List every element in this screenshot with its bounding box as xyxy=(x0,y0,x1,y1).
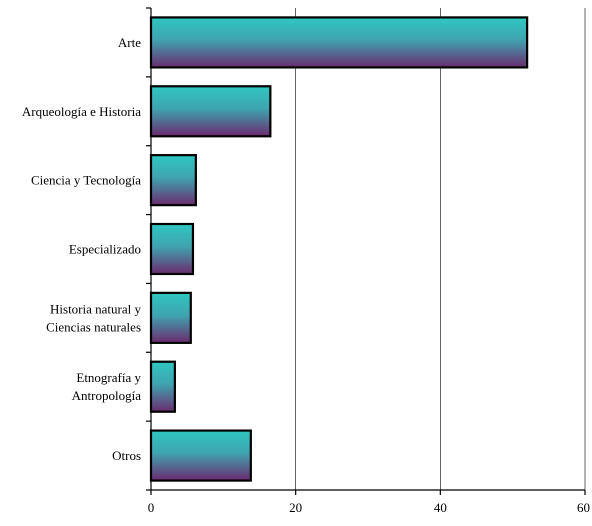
x-tick-label-2: 40 xyxy=(434,500,447,515)
x-tick-label-1: 20 xyxy=(289,500,302,515)
x-tick-label-0: 0 xyxy=(148,500,155,515)
bar-3 xyxy=(149,222,195,276)
category-label-4-0: Historia natural y xyxy=(50,301,141,316)
category-labels: Arte Arqueología e Historia Ciencia y Tecn… xyxy=(22,35,142,463)
category-label-2-0: Ciencia y Tecnología xyxy=(31,173,141,188)
category-label-1-0: Arqueología e Historia xyxy=(22,104,141,119)
bar-1 xyxy=(149,85,272,138)
x-tick-labels: 0 20 40 60 xyxy=(148,500,590,515)
bar-6 xyxy=(149,429,252,482)
x-tick-label-3: 60 xyxy=(577,500,590,515)
category-label-5-1: Antropología xyxy=(72,388,142,403)
category-label-4-1: Ciencias naturales xyxy=(46,319,141,334)
bar-2 xyxy=(149,154,197,207)
category-label-0-0: Arte xyxy=(118,35,141,50)
bar-5 xyxy=(149,360,176,413)
category-label-3-0: Especializado xyxy=(69,242,141,257)
bars xyxy=(149,16,529,482)
bar-4 xyxy=(149,291,192,344)
category-label-5-0: Etnografía y xyxy=(76,370,141,385)
axes xyxy=(146,7,586,495)
gridlines xyxy=(295,8,586,490)
bar-0 xyxy=(149,16,529,69)
category-label-6-0: Otros xyxy=(112,448,141,463)
